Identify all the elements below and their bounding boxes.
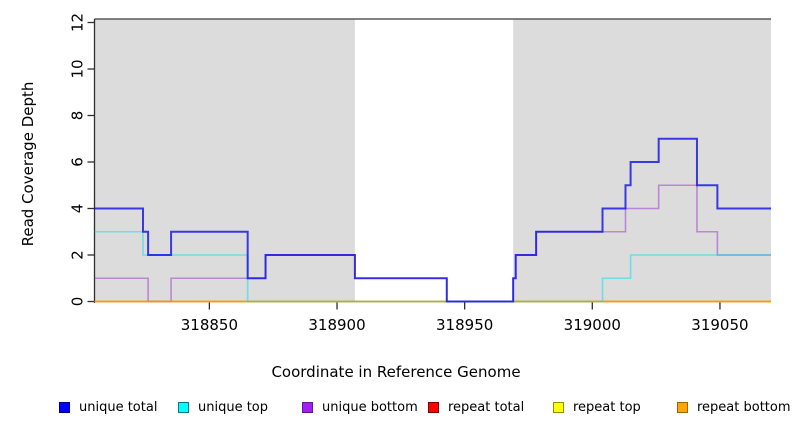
y-tick-label: 0 <box>69 297 87 307</box>
x-tick-label: 319050 <box>691 316 748 334</box>
legend-item-repeat-top: repeat top <box>553 399 641 415</box>
x-tick-label: 318850 <box>181 316 238 334</box>
legend-item-repeat-total: repeat total <box>428 399 524 415</box>
y-tick-label: 4 <box>69 204 87 214</box>
x-tick-label: 319000 <box>564 316 621 334</box>
shaded-region <box>94 19 355 303</box>
x-tick-label: 318900 <box>308 316 365 334</box>
legend-swatch-icon <box>553 401 564 413</box>
legend-label: unique total <box>79 399 158 415</box>
y-tick-label: 6 <box>69 157 87 167</box>
legend-item-repeat-bottom: repeat bottom <box>677 399 791 415</box>
series-line-unique-total <box>94 137 771 303</box>
legend-swatch-icon <box>677 401 688 413</box>
x-axis-title: Coordinate in Reference Genome <box>271 363 521 381</box>
legend-swatch-icon <box>428 401 439 413</box>
legend-label: unique bottom <box>322 399 418 415</box>
x-tick-label: 318950 <box>436 316 493 334</box>
legend-item-unique-bottom: unique bottom <box>302 399 418 415</box>
legend: unique total unique top unique bottom repea… <box>0 399 792 419</box>
legend-swatch-icon <box>302 401 313 413</box>
legend-label: repeat total <box>448 399 525 415</box>
y-tick-label: 2 <box>69 250 87 260</box>
legend-swatch-icon <box>59 401 70 413</box>
series-line-unique-top <box>94 230 771 303</box>
legend-label: unique top <box>198 399 269 415</box>
y-axis-title: Read Coverage Depth <box>19 81 37 247</box>
y-tick-label: 12 <box>69 13 87 32</box>
legend-item-unique-top: unique top <box>178 399 268 415</box>
y-tick-label: 8 <box>69 111 87 121</box>
legend-swatch-icon <box>178 401 189 413</box>
legend-label: repeat top <box>573 399 641 415</box>
legend-label: repeat bottom <box>697 399 791 415</box>
legend-item-unique-total: unique total <box>59 399 157 415</box>
y-tick-label: 10 <box>69 59 87 78</box>
